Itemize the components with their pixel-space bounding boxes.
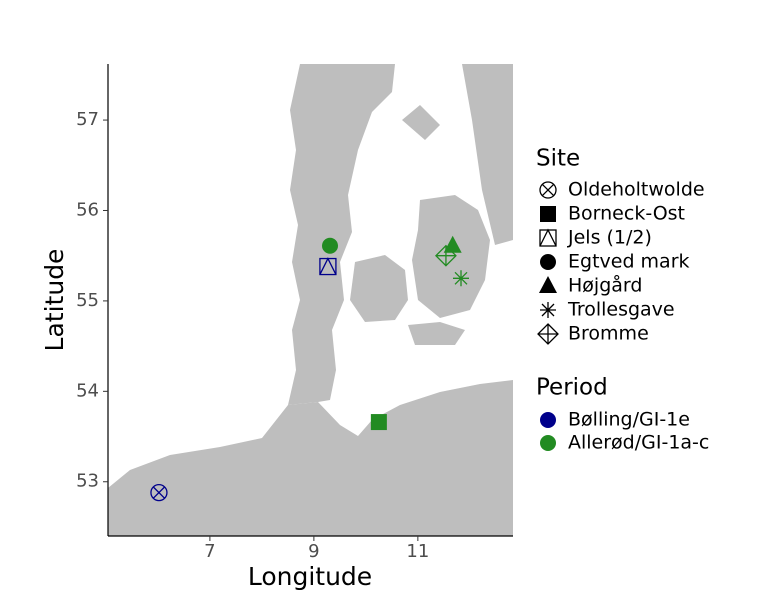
marker-part (319, 257, 337, 275)
y-axis-title: Latitude (40, 249, 69, 352)
marker-part (435, 245, 456, 266)
marker-part (453, 270, 470, 287)
legend-label: Borneck-Ost (568, 203, 685, 225)
y-tick-label: 54 (76, 380, 99, 401)
marker-part (541, 183, 555, 197)
legend-key (540, 206, 556, 222)
marker-part (538, 324, 558, 344)
legend-key (539, 276, 557, 293)
x-tick-label: 7 (204, 541, 215, 562)
legend-key (540, 302, 556, 318)
site-point (321, 237, 338, 254)
y-tick-label: 55 (76, 290, 99, 311)
x-tick-label: 9 (308, 541, 319, 562)
legend-label: Højgård (568, 274, 642, 297)
legend-key (539, 228, 557, 247)
legend-title: Site (536, 146, 580, 172)
y-tick-label: 53 (76, 471, 99, 492)
legend-key (540, 254, 556, 270)
marker-part (321, 237, 338, 254)
marker-part (539, 276, 557, 293)
legend-key (540, 435, 556, 451)
legend-key (539, 181, 557, 199)
legend-key (537, 323, 559, 345)
legend-label: Jels (1/2) (567, 227, 652, 249)
site-point (319, 257, 337, 276)
legend-label: Bølling/GI-1e (568, 409, 690, 431)
y-tick-label: 56 (76, 199, 99, 220)
site-point (150, 483, 168, 502)
site-point (435, 244, 457, 267)
land (108, 64, 513, 536)
marker-part (540, 302, 556, 318)
marker-part (540, 206, 556, 222)
marker-part (370, 414, 387, 431)
marker-part (539, 181, 557, 199)
marker-part (150, 483, 168, 502)
marker-part (152, 486, 166, 499)
legend-label: Trollesgave (567, 299, 675, 321)
site-point (453, 270, 470, 287)
y-tick-label: 57 (76, 109, 99, 130)
marker-part (539, 229, 557, 247)
legend-label: Allerød/GI-1a-c (568, 432, 709, 454)
legend-key (540, 412, 556, 428)
marker-part (540, 254, 556, 270)
legend-label: Oldeholtwolde (568, 179, 705, 201)
marker-part (539, 228, 557, 247)
x-axis-title: Longitude (248, 562, 372, 591)
legend-label: Bromme (568, 323, 649, 345)
site-point (370, 414, 387, 431)
legend-label: Egtved mark (568, 251, 690, 273)
x-tick-label: 11 (406, 541, 429, 562)
legend-title: Period (536, 375, 608, 401)
